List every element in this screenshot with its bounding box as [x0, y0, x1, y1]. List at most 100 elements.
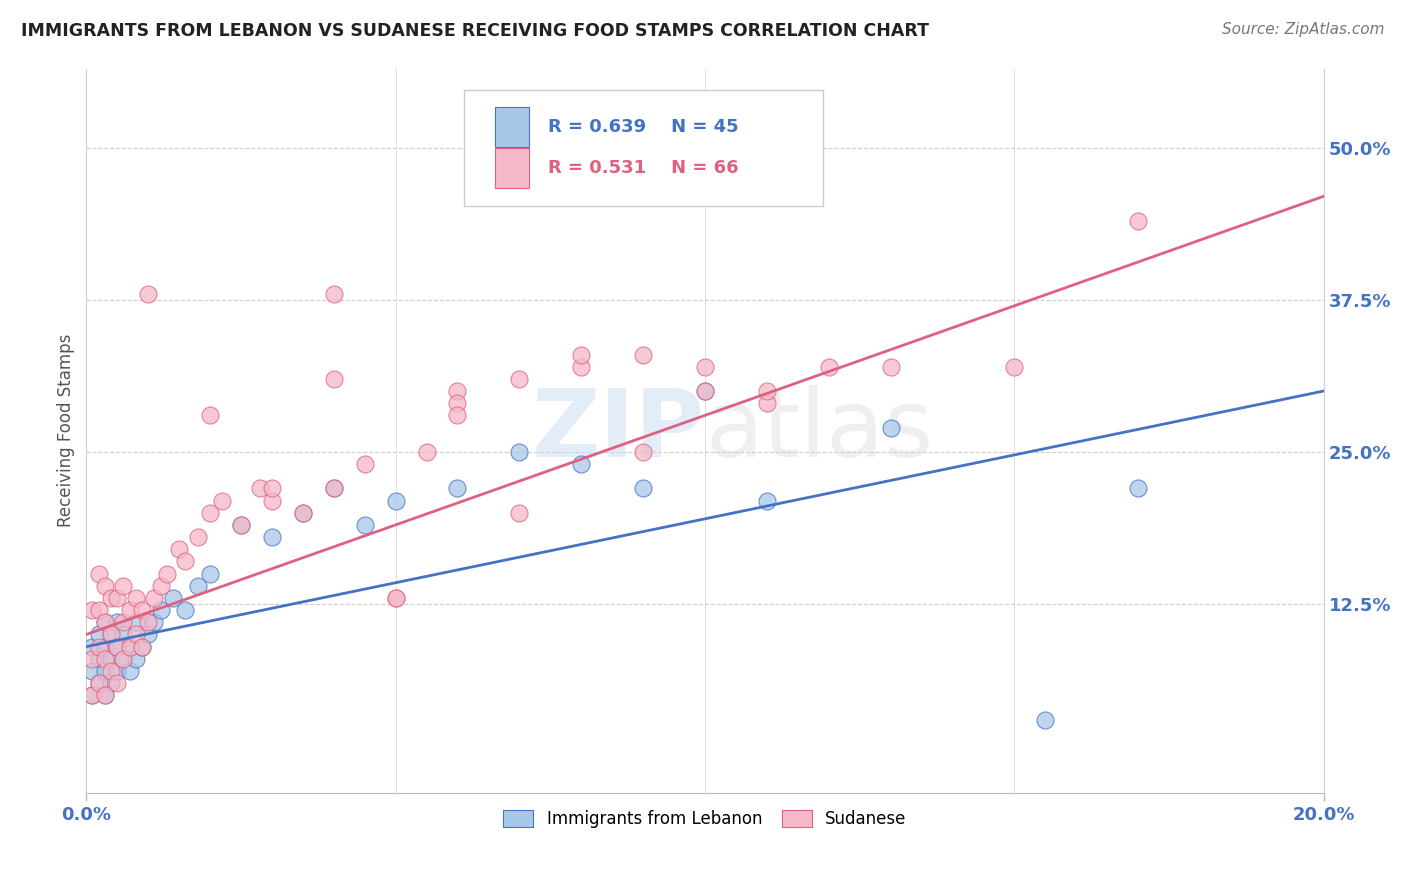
Point — [87, 652, 110, 666]
Point — [105, 640, 128, 654]
Point — [817, 359, 839, 374]
Point — [105, 664, 128, 678]
Point — [118, 603, 141, 617]
Point — [693, 384, 716, 398]
Text: atlas: atlas — [704, 384, 934, 476]
Point — [100, 627, 122, 641]
Point — [94, 688, 117, 702]
Point — [125, 591, 148, 605]
Point — [82, 664, 104, 678]
Point — [100, 664, 122, 678]
Point — [229, 517, 252, 532]
Point — [149, 579, 172, 593]
Point — [631, 445, 654, 459]
Point — [118, 640, 141, 654]
Point — [755, 396, 778, 410]
Text: ZIP: ZIP — [531, 384, 704, 476]
Text: R = 0.531    N = 66: R = 0.531 N = 66 — [548, 159, 738, 178]
Point — [94, 640, 117, 654]
Point — [105, 591, 128, 605]
Point — [131, 603, 153, 617]
Point — [143, 615, 166, 630]
Point — [1126, 482, 1149, 496]
Point — [143, 591, 166, 605]
Point — [156, 566, 179, 581]
Point — [100, 676, 122, 690]
Point — [322, 286, 344, 301]
Point — [82, 603, 104, 617]
Point — [112, 627, 135, 641]
Point — [174, 603, 197, 617]
Point — [415, 445, 437, 459]
Point — [136, 615, 159, 630]
Point — [211, 493, 233, 508]
Point — [167, 542, 190, 557]
FancyBboxPatch shape — [495, 148, 529, 188]
Point — [94, 664, 117, 678]
Point — [112, 652, 135, 666]
Point — [879, 359, 901, 374]
Point — [105, 615, 128, 630]
Point — [693, 359, 716, 374]
Point — [260, 530, 283, 544]
Point — [131, 640, 153, 654]
Point — [322, 482, 344, 496]
Point — [87, 640, 110, 654]
Point — [353, 457, 375, 471]
Point — [879, 420, 901, 434]
Point — [136, 627, 159, 641]
Point — [174, 554, 197, 568]
Point — [446, 409, 468, 423]
Point — [100, 627, 122, 641]
Point — [384, 591, 406, 605]
Point — [446, 384, 468, 398]
Point — [569, 457, 592, 471]
Point — [131, 640, 153, 654]
Point — [112, 615, 135, 630]
Point — [149, 603, 172, 617]
FancyBboxPatch shape — [495, 107, 529, 146]
Point — [100, 591, 122, 605]
Point — [446, 396, 468, 410]
Point — [100, 652, 122, 666]
Point — [82, 652, 104, 666]
Point — [249, 482, 271, 496]
Point — [508, 506, 530, 520]
Point — [94, 579, 117, 593]
Point — [322, 372, 344, 386]
Point — [162, 591, 184, 605]
Point — [112, 579, 135, 593]
Point — [94, 615, 117, 630]
Point — [125, 652, 148, 666]
Point — [755, 493, 778, 508]
Point — [94, 615, 117, 630]
Text: Source: ZipAtlas.com: Source: ZipAtlas.com — [1222, 22, 1385, 37]
FancyBboxPatch shape — [464, 90, 823, 206]
Point — [105, 676, 128, 690]
Point — [569, 347, 592, 361]
Point — [384, 493, 406, 508]
Text: IMMIGRANTS FROM LEBANON VS SUDANESE RECEIVING FOOD STAMPS CORRELATION CHART: IMMIGRANTS FROM LEBANON VS SUDANESE RECE… — [21, 22, 929, 40]
Point — [94, 652, 117, 666]
Point — [112, 652, 135, 666]
Point — [353, 517, 375, 532]
Point — [187, 579, 209, 593]
Point — [187, 530, 209, 544]
Point — [260, 493, 283, 508]
Point — [87, 603, 110, 617]
Point — [1033, 713, 1056, 727]
Point — [87, 627, 110, 641]
Point — [631, 347, 654, 361]
Point — [631, 482, 654, 496]
Point — [1002, 359, 1025, 374]
Point — [125, 627, 148, 641]
Point — [82, 688, 104, 702]
Point — [569, 359, 592, 374]
Y-axis label: Receiving Food Stamps: Receiving Food Stamps — [58, 334, 75, 527]
Point — [693, 384, 716, 398]
Point — [322, 482, 344, 496]
Point — [87, 566, 110, 581]
Point — [291, 506, 314, 520]
Point — [755, 384, 778, 398]
Point — [82, 688, 104, 702]
